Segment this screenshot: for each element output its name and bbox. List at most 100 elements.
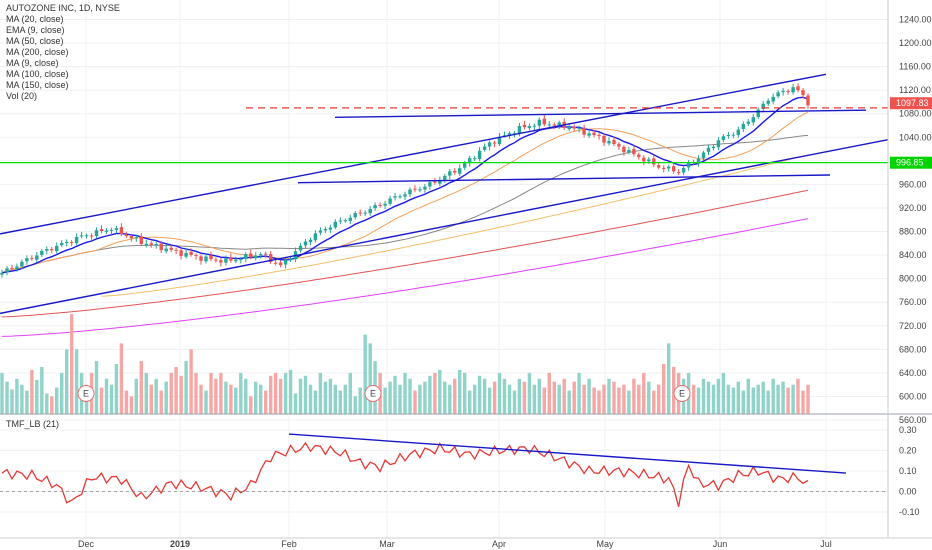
resistance-trendline xyxy=(334,109,867,118)
candle-body xyxy=(438,180,442,184)
candle-body xyxy=(65,241,69,243)
volume-bar xyxy=(667,343,671,414)
candle-body xyxy=(318,230,323,233)
candle-body xyxy=(468,158,472,163)
volume-bar xyxy=(771,378,775,414)
candle-body xyxy=(199,256,203,261)
volume-bar xyxy=(214,378,218,414)
candle-body xyxy=(497,136,502,145)
chart-title[interactable]: AUTOZONE INC, 1D, NYSE xyxy=(6,3,120,13)
candle-body xyxy=(0,272,4,275)
volume-bar xyxy=(278,378,283,414)
volume-bar xyxy=(273,372,278,414)
volume-bar xyxy=(164,381,168,414)
price-tick-label: 840.00 xyxy=(899,250,927,260)
volume-bar xyxy=(60,372,64,414)
volume-bar xyxy=(617,387,621,414)
trend-lines xyxy=(0,73,889,315)
volume-bar xyxy=(408,378,412,414)
indicator-vol20[interactable]: Vol (20) xyxy=(6,91,38,101)
candle-body xyxy=(582,127,586,135)
volume-bar xyxy=(428,375,432,414)
price-tick-label: 1040.00 xyxy=(899,132,932,142)
indicator-ma150[interactable]: MA (150, close) xyxy=(6,80,69,90)
candle-body xyxy=(522,124,527,128)
candle-body xyxy=(229,257,233,261)
x-tick-label: Feb xyxy=(281,539,297,549)
candle-body xyxy=(557,122,561,126)
candle-body xyxy=(50,249,54,251)
candle-body xyxy=(637,154,641,158)
x-tick-label: 2019 xyxy=(170,539,190,549)
volume-bar xyxy=(104,378,109,414)
volume-bar xyxy=(577,372,581,414)
volume-bar xyxy=(179,375,183,414)
candle-body xyxy=(487,142,492,147)
candle-body xyxy=(139,236,143,244)
candle-body xyxy=(313,233,318,241)
candle-body xyxy=(129,235,134,239)
indicator-ma200[interactable]: MA (200, close) xyxy=(6,47,69,57)
volume-bar xyxy=(368,343,372,414)
volume-bar xyxy=(542,387,546,414)
indicator-ema9[interactable]: EMA (9, close) xyxy=(6,25,65,35)
candle-body xyxy=(55,245,59,252)
volume-bar xyxy=(70,314,74,414)
candle-body xyxy=(676,172,681,174)
volume-bar xyxy=(45,393,49,414)
lower-channel-line xyxy=(0,138,889,315)
indicator-ma50[interactable]: MA (50, close) xyxy=(6,36,64,46)
volume-bar xyxy=(751,387,755,414)
volume-bar xyxy=(313,390,318,414)
volume-bar xyxy=(706,381,711,414)
indicator-ma100[interactable]: MA (100, close) xyxy=(6,69,69,79)
candle-body xyxy=(239,259,243,261)
candle-body xyxy=(806,95,810,106)
indicator-ma9[interactable]: MA (9, close) xyxy=(6,58,59,68)
volume-bar xyxy=(144,372,148,414)
candle-body xyxy=(532,125,537,127)
volume-bar xyxy=(482,378,487,414)
volume-bar xyxy=(632,378,636,414)
price-tick-label: 1080.00 xyxy=(899,109,932,119)
volume-bar xyxy=(298,378,303,414)
volume-bar xyxy=(587,378,591,414)
volume-bar xyxy=(388,381,392,414)
candle-body xyxy=(607,141,611,144)
candle-body xyxy=(209,255,213,260)
volume-bar xyxy=(453,378,457,414)
candle-body xyxy=(259,254,263,256)
x-tick-label: Apr xyxy=(492,539,506,549)
volume-bar xyxy=(174,367,178,414)
volume-bar xyxy=(119,343,124,414)
indicator-ma20[interactable]: MA (20, close) xyxy=(6,14,64,24)
candle-body xyxy=(418,189,422,191)
candle-body xyxy=(368,209,372,214)
tmf-tick-label: 0.30 xyxy=(899,425,917,435)
volume-bar xyxy=(244,378,248,414)
candle-body xyxy=(662,167,666,169)
candle-body xyxy=(278,262,283,266)
plot-background xyxy=(0,0,888,550)
candle-body xyxy=(398,196,402,198)
volume-bar xyxy=(607,378,611,414)
candle-body xyxy=(567,127,571,130)
volume-bar xyxy=(293,393,298,414)
volume-bar xyxy=(393,375,397,414)
candle-body xyxy=(627,150,631,153)
volume-bar xyxy=(219,372,223,414)
candles xyxy=(0,83,810,278)
candle-body xyxy=(408,189,412,195)
ma100-line xyxy=(101,154,809,297)
volume-bar xyxy=(557,384,561,414)
volume-bar xyxy=(602,384,606,414)
volume-bar xyxy=(468,390,472,414)
volume-bar xyxy=(0,372,4,414)
candle-body xyxy=(184,252,188,257)
volume-bar xyxy=(323,381,328,414)
candle-body xyxy=(622,146,626,153)
tmf-legend[interactable]: TMF_LB (21) xyxy=(6,419,60,429)
candle-body xyxy=(463,163,467,168)
candle-body xyxy=(204,256,208,262)
